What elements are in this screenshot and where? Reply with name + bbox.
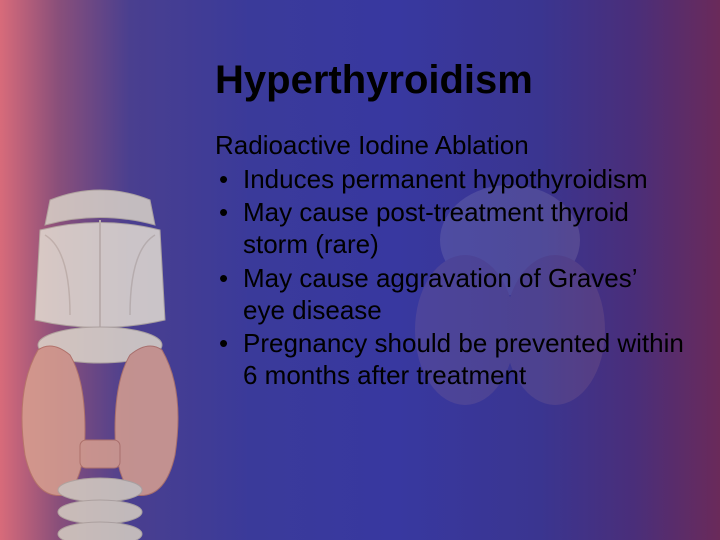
list-item: May cause post-treatment thyroid storm (… (215, 197, 685, 260)
bullet-list: Induces permanent hypothyroidism May cau… (215, 164, 685, 392)
list-item: Induces permanent hypothyroidism (215, 164, 685, 196)
slide-body: Radioactive Iodine Ablation Induces perm… (215, 130, 685, 394)
list-item: Pregnancy should be prevented within 6 m… (215, 328, 685, 391)
slide: Hyperthyroidism Radioactive Iodine Ablat… (0, 0, 720, 540)
subheading: Radioactive Iodine Ablation (215, 130, 685, 162)
list-item: May cause aggravation of Graves’ eye dis… (215, 263, 685, 326)
larynx-thyroid-icon (0, 180, 210, 540)
slide-title: Hyperthyroidism (215, 58, 533, 103)
